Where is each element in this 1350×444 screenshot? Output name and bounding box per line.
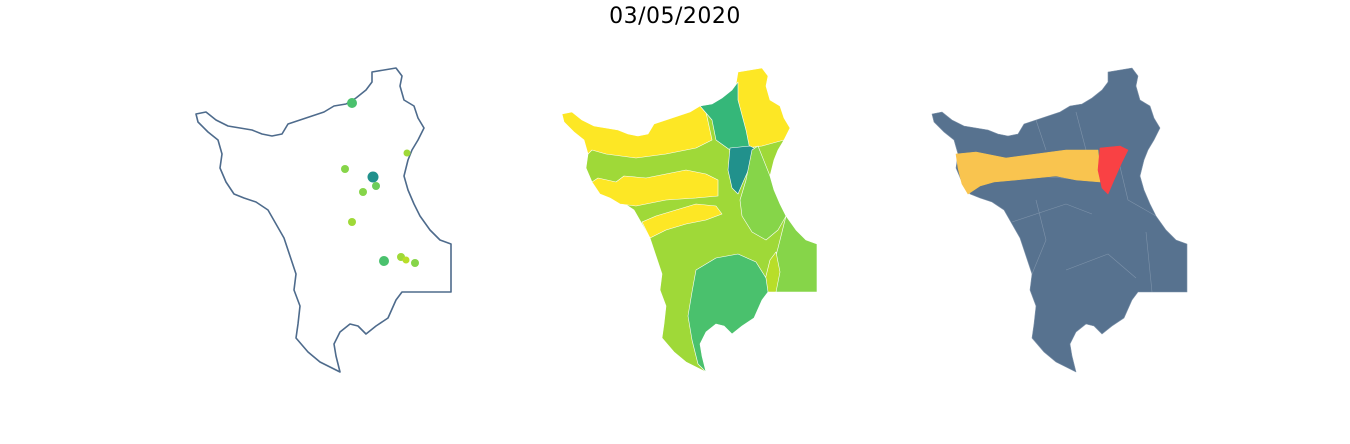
map-marker bbox=[348, 218, 356, 226]
map-marker bbox=[379, 256, 389, 266]
region bbox=[931, 67, 1188, 373]
highlighted-region-orange bbox=[955, 149, 1101, 195]
state-outline bbox=[195, 67, 452, 373]
region bbox=[739, 145, 787, 241]
map-marker bbox=[359, 188, 367, 196]
region bbox=[687, 253, 769, 373]
map-marker bbox=[347, 98, 357, 108]
region bbox=[591, 169, 719, 207]
region bbox=[641, 203, 723, 239]
map-marker bbox=[411, 259, 419, 267]
point-map bbox=[195, 67, 452, 373]
map-marker bbox=[367, 171, 379, 183]
date-title: 03/05/2020 bbox=[609, 4, 741, 29]
region bbox=[771, 215, 818, 293]
highlight-map bbox=[931, 67, 1188, 373]
region bbox=[561, 105, 713, 159]
choropleth-map bbox=[561, 67, 818, 373]
map-marker bbox=[402, 256, 410, 264]
map-marker bbox=[403, 149, 411, 157]
region bbox=[699, 81, 751, 151]
map-marker bbox=[341, 165, 349, 173]
map-marker bbox=[372, 182, 380, 190]
highlighted-region-red bbox=[1097, 145, 1129, 195]
